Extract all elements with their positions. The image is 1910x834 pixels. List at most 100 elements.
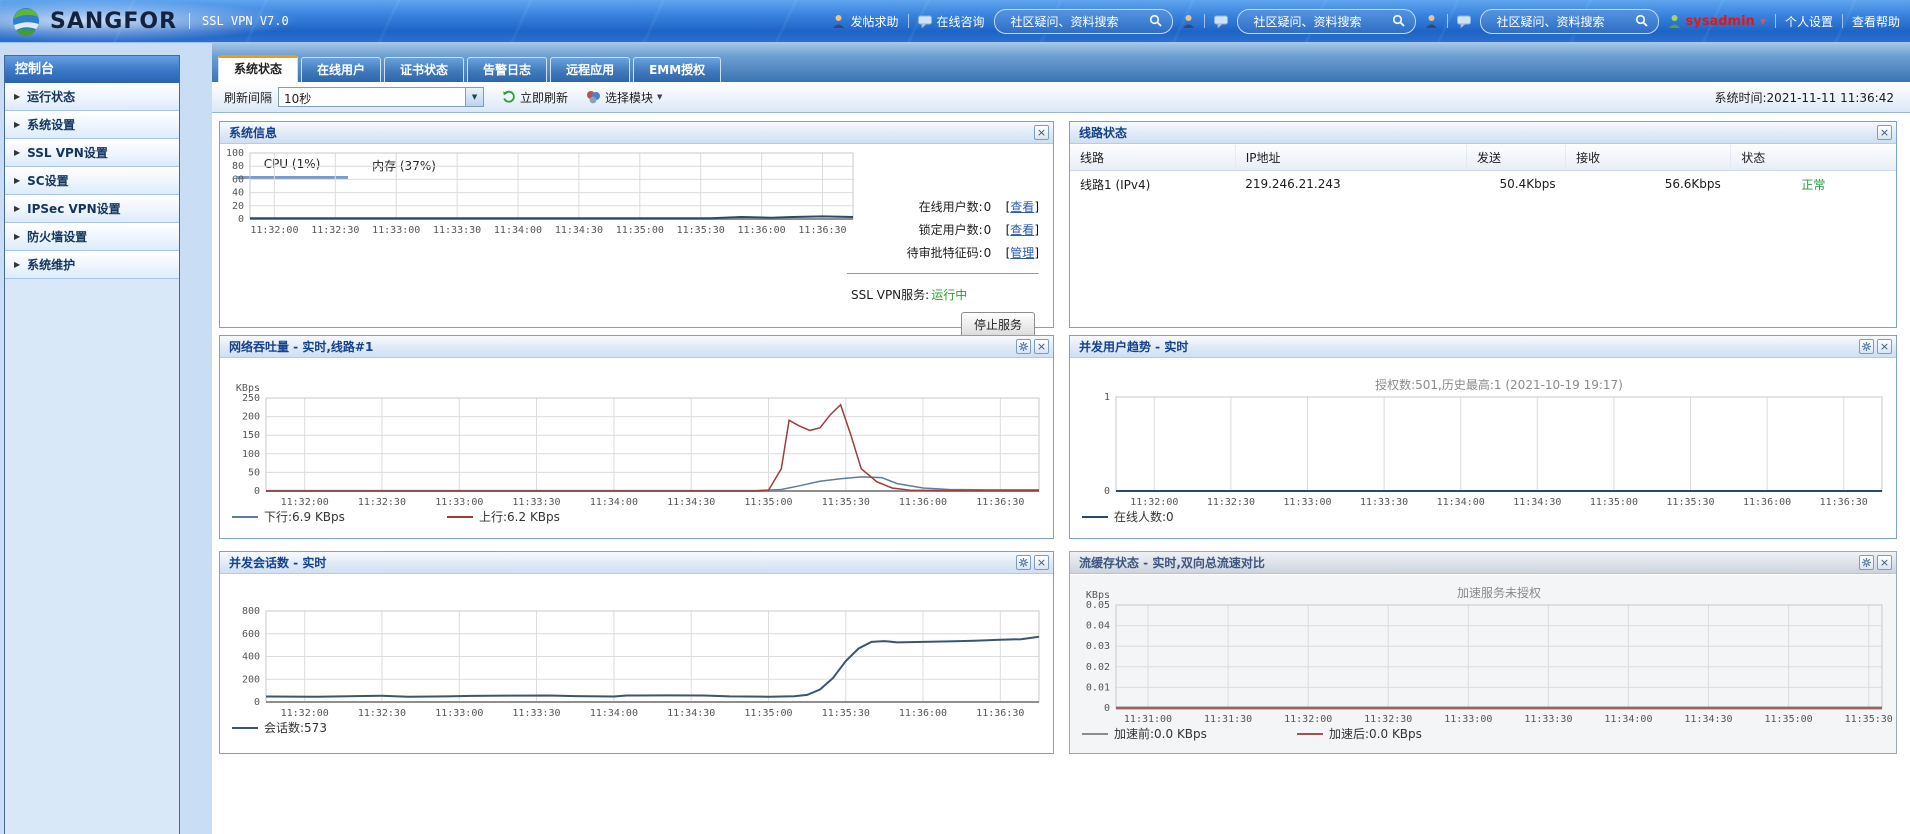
sidebar-item-ssl-vpn-settings[interactable]: ▶ SSL VPN设置 [5, 139, 179, 167]
top-header-bar: SANGFOR SSL VPN V7.0 发帖求助 在线咨询 社区疑问、资料搜索 [0, 0, 1910, 42]
stat-value: 0 [983, 199, 992, 214]
svg-text:11:32:30: 11:32:30 [358, 497, 406, 508]
svg-text:11:32:00: 11:32:00 [1284, 714, 1332, 725]
svg-text:100: 100 [242, 449, 260, 460]
tab-cpu-usage[interactable]: CPU (1%) [236, 153, 348, 179]
panel-settings-icon[interactable] [1016, 555, 1031, 570]
svg-text:0.03: 0.03 [1086, 641, 1110, 652]
sidebar-item-ipsec-vpn-settings[interactable]: ▶ IPSec VPN设置 [5, 195, 179, 223]
search-icon[interactable] [1149, 14, 1163, 28]
panel-line-status: 线路状态 × 线路 IP地址 发送 接收 状态 [1069, 121, 1897, 328]
view-link[interactable]: 查看 [1010, 223, 1035, 237]
sidebar-item-running-status[interactable]: ▶ 运行状态 [5, 83, 179, 111]
svg-text:11:33:30: 11:33:30 [1524, 714, 1572, 725]
refresh-now-label: 立即刷新 [520, 90, 569, 105]
arrow-right-icon: ▶ [14, 176, 21, 185]
tab-emm-license[interactable]: EMM授权 [633, 57, 722, 82]
sidebar-item-system-settings[interactable]: ▶ 系统设置 [5, 111, 179, 139]
svg-text:11:34:00: 11:34:00 [1604, 714, 1652, 725]
svg-text:11:36:30: 11:36:30 [1820, 497, 1868, 508]
refresh-interval-select[interactable]: 10秒 ▼ [278, 87, 485, 107]
panel-header: 并发用户趋势 - 实时 × [1070, 336, 1896, 358]
panel-close-icon[interactable]: × [1034, 125, 1049, 140]
personal-settings-link[interactable]: 个人设置 [1785, 13, 1833, 30]
panel-header: 并发会话数 - 实时 × [220, 552, 1053, 574]
panel-body: 11:32:00 11:32:30 11:33:00 11:33:30 11:34:00… [1070, 359, 1896, 538]
chat-icon[interactable] [1213, 15, 1228, 28]
svg-text:11:31:30: 11:31:30 [1204, 714, 1252, 725]
sidebar-item-system-maintenance[interactable]: ▶ 系统维护 [5, 251, 179, 279]
sidebar-item-label: SSL VPN设置 [27, 146, 108, 160]
line-status-table: 线路 IP地址 发送 接收 状态 线路1 (IPv4) 219.246.21.2… [1070, 145, 1896, 198]
svg-text:40: 40 [232, 188, 244, 199]
tab-online-users[interactable]: 在线用户 [301, 57, 382, 82]
svg-text:在线人数:0: 在线人数:0 [1114, 509, 1174, 524]
select-module-button[interactable]: 选择模块 ▼ [586, 89, 662, 106]
search-icon[interactable] [1635, 14, 1649, 28]
stat-online-users: 在线用户数: 0 查看 [847, 195, 1039, 218]
svg-text:50: 50 [248, 467, 260, 478]
post-help-link[interactable]: 发帖求助 [832, 13, 899, 30]
panel-title: 并发会话数 - 实时 [229, 556, 327, 570]
arrow-right-icon: ▶ [14, 148, 21, 157]
community-search-input-3[interactable]: 社区疑问、资料搜索 [1479, 8, 1659, 34]
panel-title: 流缓存状态 - 实时,双向总流速对比 [1079, 556, 1265, 570]
tab-strip: 系统状态 在线用户 证书状态 告警日志 远程应用 EMM授权 [212, 42, 1910, 82]
svg-text:11:32:00: 11:32:00 [281, 708, 329, 719]
svg-text:60: 60 [232, 174, 244, 185]
svg-text:11:35:30: 11:35:30 [822, 497, 870, 508]
sidebar-item-firewall-settings[interactable]: ▶ 防火墙设置 [5, 223, 179, 251]
svg-text:11:33:00: 11:33:00 [1283, 497, 1331, 508]
panel-close-icon[interactable]: × [1877, 125, 1892, 140]
panel-settings-icon[interactable] [1859, 555, 1874, 570]
svg-text:0: 0 [254, 486, 260, 497]
search-icon[interactable] [1392, 14, 1406, 28]
online-consult-link[interactable]: 在线咨询 [917, 13, 985, 30]
community-search-input-1[interactable]: 社区疑问、资料搜索 [993, 8, 1173, 34]
tab-system-status[interactable]: 系统状态 [218, 55, 299, 82]
post-help-label: 发帖求助 [850, 14, 899, 29]
refresh-now-button[interactable]: 立即刷新 [502, 89, 568, 106]
personal-settings-label: 个人设置 [1784, 14, 1833, 29]
col-status: 状态 [1730, 145, 1896, 171]
chevron-down-icon: ▼ [657, 93, 663, 101]
panel-close-icon[interactable]: × [1877, 555, 1892, 570]
tab-certificate-status[interactable]: 证书状态 [384, 57, 465, 82]
panel-close-icon[interactable]: × [1034, 339, 1049, 354]
svg-text:11:32:30: 11:32:30 [358, 708, 406, 719]
view-help-link[interactable]: 查看帮助 [1852, 13, 1900, 30]
toolbar: 刷新间隔 10秒 ▼ 立即刷新 选择模块 ▼ [212, 82, 1910, 113]
svg-text:11:35:30: 11:35:30 [822, 708, 870, 719]
stat-label: 锁定用户数: [918, 223, 983, 237]
panel-close-icon[interactable]: × [1877, 339, 1892, 354]
community-search-input-2[interactable]: 社区疑问、资料搜索 [1236, 8, 1416, 34]
chevron-down-icon[interactable]: ▼ [465, 88, 484, 106]
user-menu[interactable]: sysadmin ▼ [1668, 14, 1766, 29]
person-icon[interactable] [1425, 14, 1438, 29]
search-placeholder: 社区疑问、资料搜索 [1010, 14, 1119, 29]
svg-text:11:35:00: 11:35:00 [744, 497, 792, 508]
svg-text:11:34:30: 11:34:30 [1684, 714, 1732, 725]
svg-text:加速前:0.0 KBps: 加速前:0.0 KBps [1114, 726, 1207, 741]
panel-settings-icon[interactable] [1859, 339, 1874, 354]
concurrent-sessions-chart: 11:32:00 11:32:30 11:33:00 11:33:30 11:34:00… [220, 575, 1053, 753]
view-link[interactable]: 查看 [1010, 200, 1035, 214]
person-icon[interactable] [1182, 14, 1195, 29]
panel-close-icon[interactable]: × [1034, 555, 1049, 570]
cell-received: 56.6Kbps [1664, 177, 1721, 192]
svg-text:11:34:30: 11:34:30 [555, 225, 603, 236]
svg-text:会话数:573: 会话数:573 [264, 720, 327, 735]
tab-alarm-logs[interactable]: 告警日志 [467, 57, 548, 82]
panel-flow-cache: 流缓存状态 - 实时,双向总流速对比 × 11:31:00 11:31:30 11:… [1069, 551, 1897, 754]
tab-remote-apps[interactable]: 远程应用 [550, 57, 631, 82]
panel-settings-icon[interactable] [1016, 339, 1031, 354]
online-consult-label: 在线咨询 [936, 14, 985, 29]
manage-link[interactable]: 管理 [1010, 246, 1035, 260]
chat-icon[interactable] [1456, 15, 1471, 28]
sidebar-item-sc-settings[interactable]: ▶ SC设置 [5, 167, 179, 195]
sidebar-item-label: 系统设置 [27, 118, 76, 132]
sidebar: 控制台 ▶ 运行状态 ▶ 系统设置 ▶ SSL VPN设置 ▶ SC设置 ▶ I… [0, 42, 212, 834]
svg-text:250: 250 [242, 393, 260, 404]
svg-text:11:33:00: 11:33:00 [435, 497, 483, 508]
svg-text:100: 100 [226, 148, 244, 159]
